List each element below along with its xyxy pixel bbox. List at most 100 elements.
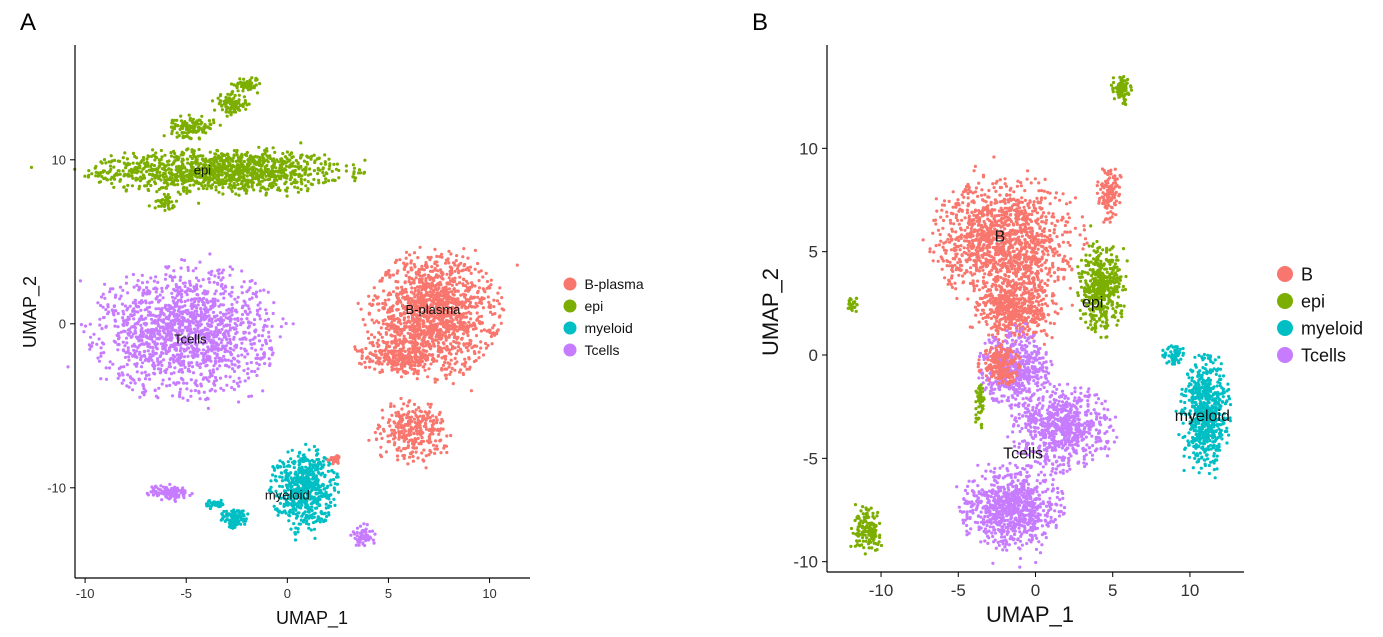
point <box>227 96 231 100</box>
point <box>299 155 303 159</box>
point <box>166 203 170 208</box>
point <box>102 351 106 355</box>
point <box>479 314 484 318</box>
point <box>167 265 171 269</box>
point <box>164 273 168 277</box>
point <box>466 327 470 331</box>
point <box>156 176 160 180</box>
point <box>489 283 493 287</box>
point <box>150 485 154 489</box>
point <box>115 333 119 337</box>
cluster-epi-2 <box>210 90 251 118</box>
point <box>151 327 155 332</box>
point <box>243 355 247 359</box>
point <box>407 359 411 363</box>
point <box>270 183 274 187</box>
point <box>95 342 99 346</box>
point <box>413 265 417 269</box>
point <box>208 375 212 379</box>
point <box>179 114 183 118</box>
point <box>296 186 300 190</box>
point <box>198 175 202 179</box>
point <box>162 204 166 208</box>
point <box>191 365 195 369</box>
point <box>477 350 481 354</box>
point <box>97 359 102 363</box>
point <box>467 357 471 361</box>
point <box>172 359 176 363</box>
point <box>158 174 162 178</box>
point <box>126 346 130 350</box>
point <box>237 108 242 112</box>
point <box>435 288 440 292</box>
point <box>408 332 413 336</box>
point <box>387 360 391 364</box>
point <box>217 337 221 341</box>
point <box>490 342 494 346</box>
point <box>466 333 470 338</box>
point <box>450 366 454 370</box>
point <box>452 332 457 336</box>
point <box>261 176 265 180</box>
point <box>414 272 419 276</box>
point <box>407 325 411 329</box>
point <box>173 347 177 351</box>
point <box>461 321 465 325</box>
point <box>275 158 279 162</box>
point <box>220 327 224 331</box>
point <box>396 299 400 303</box>
point <box>388 275 392 279</box>
point <box>390 341 394 345</box>
point <box>419 410 423 414</box>
point <box>148 377 152 381</box>
point <box>310 154 314 158</box>
point <box>409 415 414 419</box>
point <box>145 157 149 161</box>
point <box>206 171 210 175</box>
point <box>402 346 406 350</box>
point <box>136 310 140 314</box>
point <box>144 357 148 361</box>
point <box>167 159 171 163</box>
point <box>163 186 167 190</box>
point <box>402 456 406 461</box>
point <box>194 323 198 327</box>
point <box>356 301 360 305</box>
point <box>255 160 259 165</box>
point <box>306 180 310 184</box>
point <box>300 174 304 178</box>
point <box>201 303 205 307</box>
point <box>104 366 108 370</box>
point <box>242 173 246 177</box>
point <box>241 89 245 93</box>
point <box>454 325 458 329</box>
point <box>178 192 182 196</box>
point <box>132 317 136 321</box>
point <box>447 351 451 355</box>
point <box>236 182 240 187</box>
point <box>137 378 141 382</box>
point <box>436 283 440 287</box>
point <box>267 330 271 334</box>
point <box>208 173 212 177</box>
point <box>232 96 236 100</box>
point <box>255 91 260 95</box>
point <box>216 96 220 100</box>
point <box>488 310 493 314</box>
point <box>401 288 405 292</box>
point <box>294 181 298 185</box>
point <box>152 361 156 365</box>
point <box>214 327 218 331</box>
point <box>263 362 267 366</box>
point <box>124 166 128 170</box>
point <box>170 200 174 204</box>
point <box>395 448 400 452</box>
point <box>153 388 157 392</box>
point <box>178 349 182 353</box>
point <box>456 321 460 325</box>
point <box>479 340 483 344</box>
point <box>121 288 125 292</box>
point <box>147 373 151 377</box>
point <box>253 348 258 352</box>
point <box>223 289 227 293</box>
